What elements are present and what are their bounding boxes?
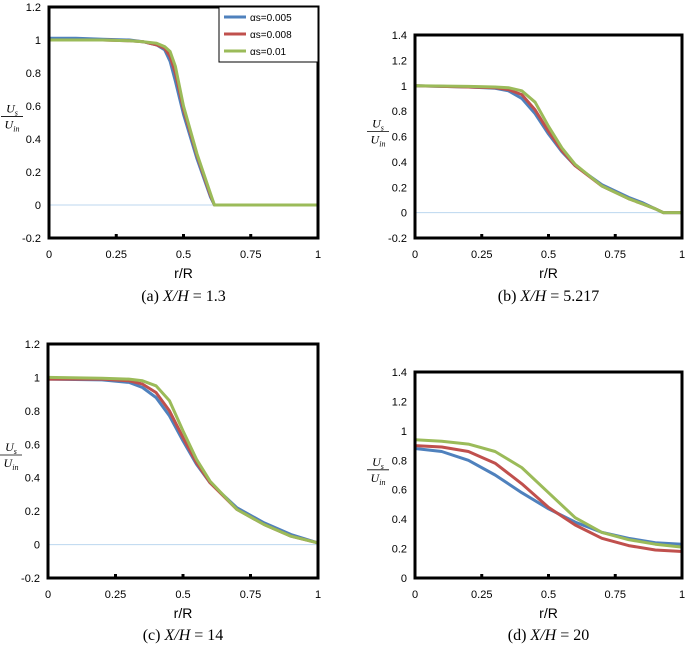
series-line-1 [413, 447, 684, 546]
panel-caption: (b) X/H = 5.217 [498, 288, 599, 305]
panel-caption: (d) X/H = 20 [508, 627, 589, 644]
y-tick-label: 0.6 [25, 439, 40, 451]
legend-entry-3: αs=0.01 [250, 47, 287, 58]
x-tick-label: 0.5 [541, 249, 556, 261]
x-tick-label: 0 [46, 249, 52, 261]
y-axis-label-denominator: Uin [5, 118, 20, 134]
legend: αs=0.005 αs=0.008 αs=0.01 [218, 6, 319, 63]
x-tick-label: 0.5 [176, 249, 191, 261]
series-line-3 [47, 38, 320, 207]
y-tick-label: 0.4 [25, 473, 40, 485]
x-axis-label: r/R [539, 265, 558, 281]
y-tick-label: 1.2 [392, 55, 407, 67]
y-axis-label-numerator: Us [372, 455, 384, 471]
y-tick-label: 0.2 [392, 544, 407, 556]
x-tick-label: 1 [679, 249, 685, 261]
x-tick-label: 0 [45, 589, 51, 601]
y-axis-label-numerator: Us [6, 102, 18, 118]
y-tick-label: 1 [35, 35, 41, 47]
series-line-3 [413, 84, 684, 215]
y-tick-label: 1.2 [25, 339, 40, 351]
y-tick-label: -0.2 [388, 233, 407, 245]
y-tick-label: 1.2 [392, 396, 407, 408]
y-tick-label: 0.4 [392, 157, 407, 169]
y-tick-label: 1 [34, 372, 40, 384]
x-tick-label: 0.5 [541, 589, 556, 601]
chart-panel-4: 0 0.2 0.4 0.6 0.8 1 1.2 1.4 0 0.25 0.5 0.75 1 r/R UsUi… [367, 367, 685, 644]
x-tick-label: 1 [315, 249, 321, 261]
y-tick-label: 0.2 [25, 506, 40, 518]
series-line-1 [413, 84, 684, 215]
x-tick-label: 0.75 [605, 249, 626, 261]
y-axis-label-numerator: Us [372, 116, 384, 132]
x-tick-label: 1 [315, 589, 321, 601]
panel-caption: (c) X/H = 14 [143, 627, 224, 644]
x-tick-label: 0.75 [605, 589, 626, 601]
y-tick-label: 0 [34, 540, 40, 552]
y-tick-label: 0.2 [26, 167, 41, 179]
series-line-2 [46, 377, 320, 545]
legend-entry-2: αs=0.008 [250, 30, 292, 41]
series-line-1 [46, 377, 320, 545]
chart-panel-1: -0.2 0 0.2 0.4 0.6 0.8 1 1.2 0 0.25 0.5 0.75 1 r/R UsU… [1, 2, 321, 305]
x-tick-label: 0.5 [175, 589, 190, 601]
y-tick-label: 0.8 [26, 68, 41, 80]
series-line-2 [47, 38, 320, 207]
y-tick-label: 0.6 [392, 132, 407, 144]
series-line-1 [47, 36, 320, 207]
x-tick-label: 0 [412, 589, 418, 601]
y-tick-label: 0 [401, 208, 407, 220]
y-axis-label-denominator: Uin [4, 456, 19, 472]
x-tick-label: 0.25 [471, 249, 492, 261]
series-line-2 [413, 84, 684, 215]
x-tick-label: 1 [679, 589, 685, 601]
y-axis-label-denominator: Uin [371, 471, 386, 487]
series-line-3 [46, 375, 320, 545]
x-tick-label: 0.25 [471, 589, 492, 601]
chart-panel-3: -0.2 0 0.2 0.4 0.6 0.8 1 1.2 0 0.25 0.5 0.75 1 r/R UsU… [0, 339, 321, 644]
panel-caption: (a) X/H = 1.3 [141, 288, 226, 305]
y-axis-label-denominator: Uin [371, 132, 386, 148]
y-tick-label: 0.8 [392, 106, 407, 118]
y-tick-label: 0 [35, 200, 41, 212]
y-tick-label: -0.2 [21, 573, 40, 585]
series-line-2 [413, 444, 684, 553]
x-axis-label: r/R [539, 605, 558, 621]
y-axis-label-numerator: Us [5, 440, 17, 456]
series-line-3 [413, 438, 684, 549]
x-tick-label: 0 [412, 249, 418, 261]
y-tick-label: 1.4 [392, 367, 407, 379]
x-tick-label: 0.75 [240, 589, 261, 601]
x-tick-label: 0.75 [240, 249, 261, 261]
y-tick-label: -0.2 [22, 233, 41, 245]
x-axis-label: r/R [174, 265, 193, 281]
x-tick-label: 0.25 [106, 249, 127, 261]
legend-entry-1: αs=0.005 [250, 13, 292, 24]
y-tick-label: 0.2 [392, 182, 407, 194]
y-tick-label: 0.4 [392, 514, 407, 526]
y-tick-label: 1 [401, 426, 407, 438]
y-tick-label: 0.6 [26, 101, 41, 113]
y-tick-label: 0.8 [392, 455, 407, 467]
y-tick-label: 0.6 [392, 485, 407, 497]
plot-frame [413, 33, 684, 240]
y-tick-label: 1.2 [26, 2, 41, 14]
chart-panel-2: -0.2 0 0.2 0.4 0.6 0.8 1 1.2 1.4 0 0.25 0.5 0.75 1 r/R… [367, 30, 685, 305]
x-axis-label: r/R [174, 605, 193, 621]
x-tick-label: 0.25 [105, 589, 126, 601]
y-tick-label: 0.8 [25, 406, 40, 418]
y-tick-label: 0 [401, 573, 407, 585]
y-tick-label: 0.4 [26, 134, 41, 146]
y-tick-label: 1 [401, 81, 407, 93]
y-tick-label: 1.4 [392, 30, 407, 42]
